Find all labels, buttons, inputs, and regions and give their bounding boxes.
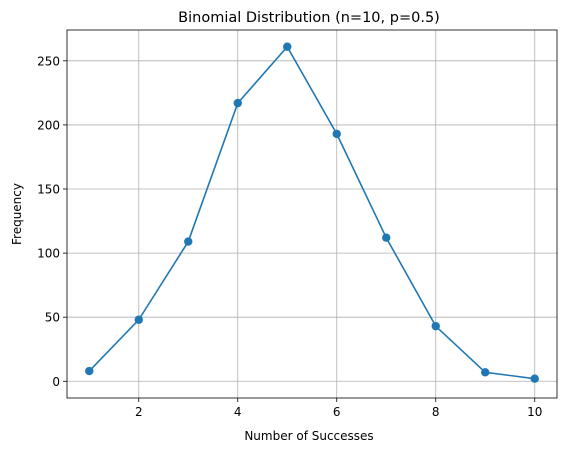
chart-title: Binomial Distribution (n=10, p=0.5) bbox=[178, 10, 440, 26]
x-tick-label: 6 bbox=[333, 405, 341, 419]
y-tick-label: 150 bbox=[37, 183, 60, 197]
data-point bbox=[332, 129, 341, 139]
data-point bbox=[233, 98, 242, 108]
data-point bbox=[382, 233, 391, 242]
data-point bbox=[481, 368, 490, 377]
y-tick-label: 50 bbox=[45, 311, 60, 325]
data-point bbox=[530, 374, 539, 383]
series-line bbox=[88, 45, 535, 380]
x-tick-label: 10 bbox=[527, 405, 542, 419]
y-tick-label: 250 bbox=[37, 54, 60, 68]
data-point bbox=[283, 42, 292, 51]
data-point bbox=[184, 237, 193, 246]
x-tick-label: 2 bbox=[135, 405, 143, 419]
data-point bbox=[85, 366, 94, 376]
grid-lines bbox=[67, 30, 557, 398]
data-point bbox=[431, 321, 440, 331]
series-layer bbox=[85, 42, 539, 383]
y-tick-label: 0 bbox=[52, 375, 60, 389]
x-axis-label: Number of Successes bbox=[244, 429, 373, 443]
data-point bbox=[134, 315, 143, 324]
y-axis-label: Frequency bbox=[10, 183, 24, 245]
plot-frame bbox=[66, 29, 558, 399]
y-tick-label: 200 bbox=[37, 118, 60, 132]
x-tick-label: 8 bbox=[432, 405, 440, 419]
x-tick-label: 4 bbox=[234, 405, 242, 419]
y-tick-label: 100 bbox=[37, 247, 60, 261]
